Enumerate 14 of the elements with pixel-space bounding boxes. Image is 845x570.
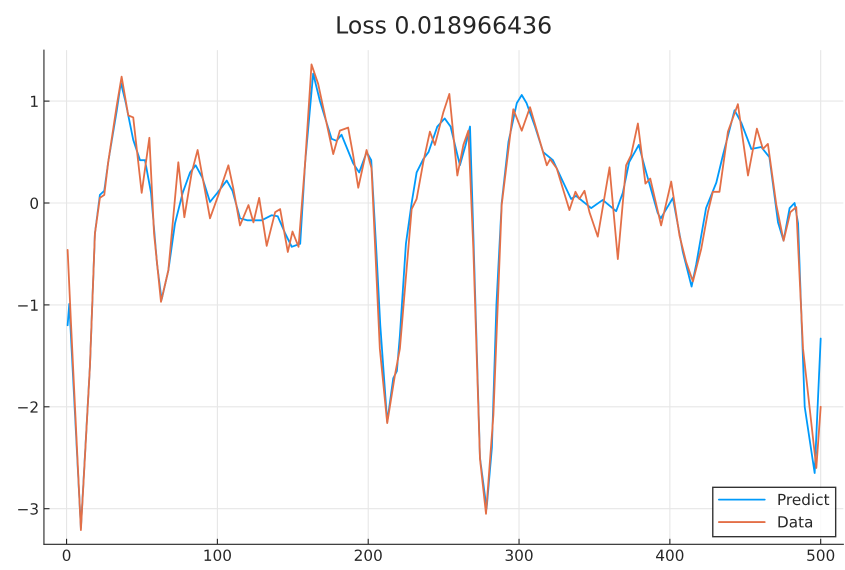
x-tick-label: 200 bbox=[354, 549, 382, 562]
y-tick-label: −3 bbox=[18, 503, 38, 515]
legend-label: Predict bbox=[778, 493, 830, 506]
y-tick-label: −2 bbox=[18, 401, 38, 413]
x-tick-label: 0 bbox=[62, 549, 70, 562]
x-tick-label: 500 bbox=[807, 549, 834, 562]
x-tick-label: 300 bbox=[506, 549, 533, 562]
x-tick-label: 400 bbox=[656, 549, 684, 562]
y-tick-label: 1 bbox=[31, 96, 38, 107]
x-tick-label: 100 bbox=[204, 549, 231, 562]
legend-label: Data bbox=[778, 516, 812, 528]
chart-title: Loss 0.018966436 bbox=[337, 16, 551, 34]
y-tick-label: 0 bbox=[30, 197, 38, 210]
y-tick-label: −1 bbox=[18, 300, 38, 311]
